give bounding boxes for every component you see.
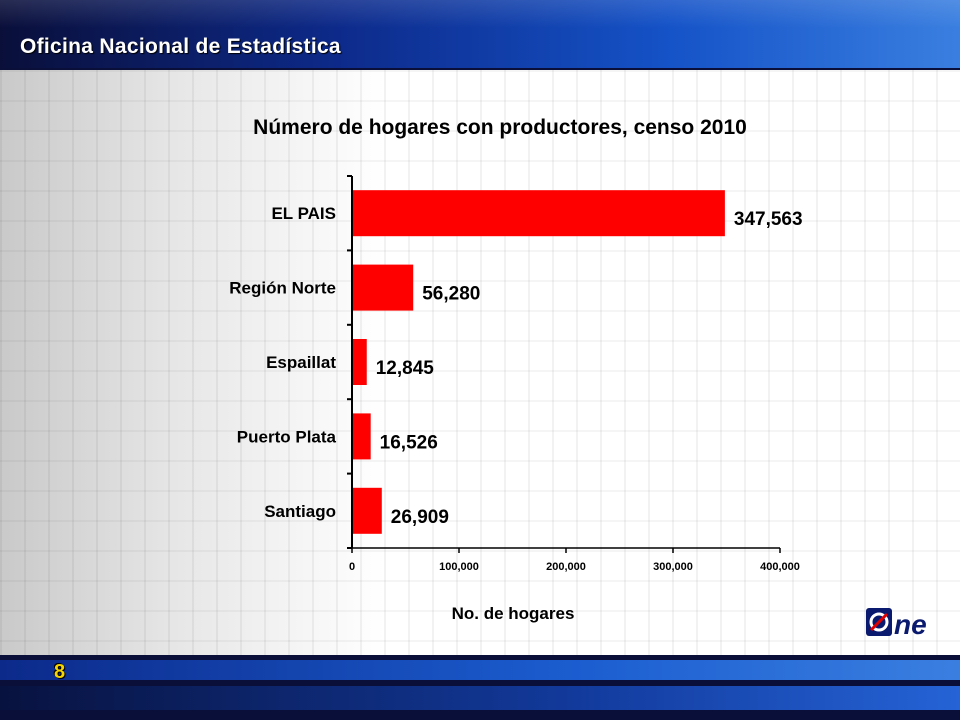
x-tick-label: 0 xyxy=(349,561,355,573)
category-label: Santiago xyxy=(264,502,336,521)
value-label: 56,280 xyxy=(422,284,480,305)
header-shine xyxy=(0,0,960,28)
org-title: Oficina Nacional de Estadística xyxy=(20,35,341,58)
bar xyxy=(353,339,367,385)
bar-chart: EL PAIS 347,563 Región Norte 56,280 Espailla… xyxy=(229,175,803,623)
x-tick-label: 400,000 xyxy=(760,561,800,573)
value-label: 12,845 xyxy=(376,358,435,379)
category-label: Espaillat xyxy=(266,353,336,372)
chart-title: Número de hogares con productores, censo… xyxy=(253,116,747,139)
background-pattern xyxy=(0,70,960,655)
bar xyxy=(353,413,371,460)
x-axis-label: No. de hogares xyxy=(452,604,575,623)
footer-stripe-upper xyxy=(0,660,960,680)
x-tick-label: 100,000 xyxy=(439,561,479,573)
x-tick-label: 200,000 xyxy=(546,561,586,573)
x-tick-label: 300,000 xyxy=(653,561,693,573)
value-label: 16,526 xyxy=(380,432,438,453)
bar xyxy=(353,264,414,311)
page-number: 8 xyxy=(54,661,66,683)
category-label: Puerto Plata xyxy=(237,427,337,446)
value-label: 347,563 xyxy=(734,209,803,230)
category-label: Región Norte xyxy=(229,279,336,298)
footer-stripe-lower xyxy=(0,686,960,710)
one-logo: ne xyxy=(866,606,940,640)
svg-text:ne: ne xyxy=(894,609,927,640)
value-label: 26,909 xyxy=(391,507,449,528)
bar xyxy=(353,190,725,237)
category-label: EL PAIS xyxy=(271,204,336,223)
header-band: Oficina Nacional de Estadística xyxy=(0,0,960,70)
bar xyxy=(353,487,382,534)
